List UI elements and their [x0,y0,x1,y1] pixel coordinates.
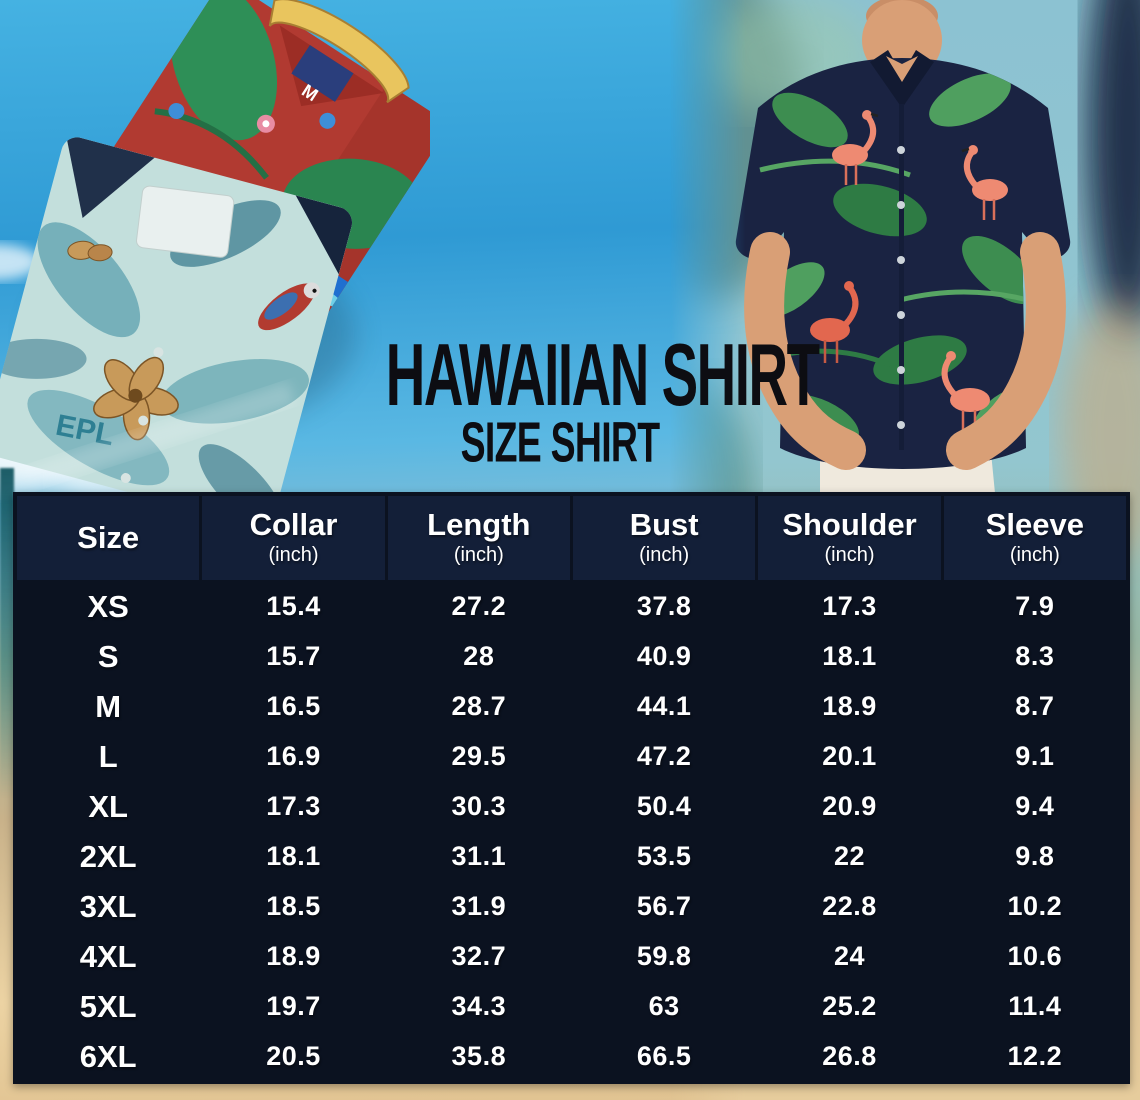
collar-label [291,45,354,102]
left-edge-blur [0,468,14,798]
folded-shirts-photo: M [0,0,451,528]
table-cell: 30.3 [451,791,507,821]
table-cell: 18.9 [266,941,321,971]
col-header-bust: Bust (inch) [572,496,756,580]
col-header-size: Size [17,496,200,580]
button-placket [899,104,904,450]
parrot-print [258,282,320,331]
table-cell: 17.3 [266,791,321,821]
table-cell: 25.2 [822,991,877,1021]
flamingo-icon [941,351,990,433]
chest-pocket [136,185,235,258]
table-cell: 20.9 [822,791,877,821]
flamingo-icon [832,110,879,185]
table-cell: 31.1 [451,841,507,871]
table-cell: 31.9 [451,891,507,921]
table-cell: 15.4 [266,591,321,621]
table-cell: 29.5 [451,741,507,771]
table-cell: 53.5 [636,841,692,871]
table-cell: 12.2 [1007,1041,1063,1071]
table-cell: 37.8 [636,591,692,621]
row-label-xl: XL [88,788,128,824]
table-cell: 56.7 [636,891,692,921]
row-label-2xl: 2XL [79,838,137,874]
table-cell: 22.8 [822,891,877,921]
man-figure [735,0,1071,760]
row-label-s: S [97,638,119,674]
table-cell: 34.3 [451,991,507,1021]
row-label-3xl: 3XL [79,888,137,924]
table-cell: 44.1 [636,691,692,721]
table-cell: 59.8 [636,941,692,971]
buttons [897,146,905,429]
table-cell: 9.1 [1015,741,1055,771]
table-cell: 8.7 [1015,691,1055,721]
page-subtitle: SIZE SHIRT [460,411,660,475]
col-header-sleeve: Sleeve (inch) [943,496,1126,580]
table-cell: 8.3 [1015,641,1055,671]
table-cell: 11.4 [1008,991,1062,1021]
table-cell: 9.8 [1015,841,1055,871]
flamingo-icon [961,145,1008,220]
size-chart-table: Size Collar (inch) Length (inch) Bust (inch… [13,492,1130,1084]
butterfly-print [67,240,113,262]
light-streak [0,381,296,507]
right-arm [946,232,1066,470]
table-cell: 66.5 [636,1041,692,1071]
table-cell: 35.8 [451,1041,507,1071]
title-block: HAWAIIAN SHIRT SIZE SHIRT [318,325,820,471]
table-cell: 26.8 [822,1041,877,1071]
row-label-xs: XS [87,588,129,624]
table-cell: 18.5 [266,891,321,921]
table-cell: 18.9 [822,691,877,721]
col-header-length: Length (inch) [387,496,570,580]
table-cell: 16.9 [266,741,321,771]
table-cell: 20.1 [822,741,877,771]
page-title: HAWAIIAN SHIRT [385,325,820,425]
table-cell: 40.9 [636,641,692,671]
table-cell: 15.7 [266,641,321,671]
table-cell: 50.4 [636,791,692,821]
table-cell: 47.2 [636,741,692,771]
col-header-collar: Collar (inch) [202,496,385,580]
hibiscus-flower [93,356,179,441]
table-cell: 28 [463,641,495,671]
table-cell: 9.4 [1015,791,1055,821]
table-cell: 28.7 [451,691,507,721]
collar-banner [268,0,410,104]
table-cell: 27.2 [451,591,507,621]
table-cell: 20.5 [266,1041,321,1071]
table-cell: 18.1 [822,641,877,671]
table-cell: 22 [833,841,866,871]
table-cell: 24 [833,941,866,971]
table-cell: 17.3 [822,591,877,621]
col-header-shoulder: Shoulder (inch) [758,496,941,580]
table-cell: 63 [648,991,680,1021]
table-cell: 10.6 [1007,941,1063,971]
table-cell: 7.9 [1015,591,1055,621]
row-label-6xl: 6XL [79,1038,137,1074]
table-cell: 10.2 [1007,891,1063,921]
table-cell: 16.5 [266,691,321,721]
row-label-4xl: 4XL [79,938,137,974]
flamingo-icon [810,281,859,363]
table-cell: 19.7 [266,991,321,1021]
row-label-m: M [95,688,122,724]
table-cell: 32.7 [451,941,507,971]
row-label-l: L [98,738,118,774]
folded-shirts-illustration: M [0,0,451,528]
table-cell: 18.1 [266,841,321,871]
teal-shirt-collar [65,133,155,219]
left-arm [744,232,866,470]
row-label-5xl: 5XL [79,988,137,1024]
